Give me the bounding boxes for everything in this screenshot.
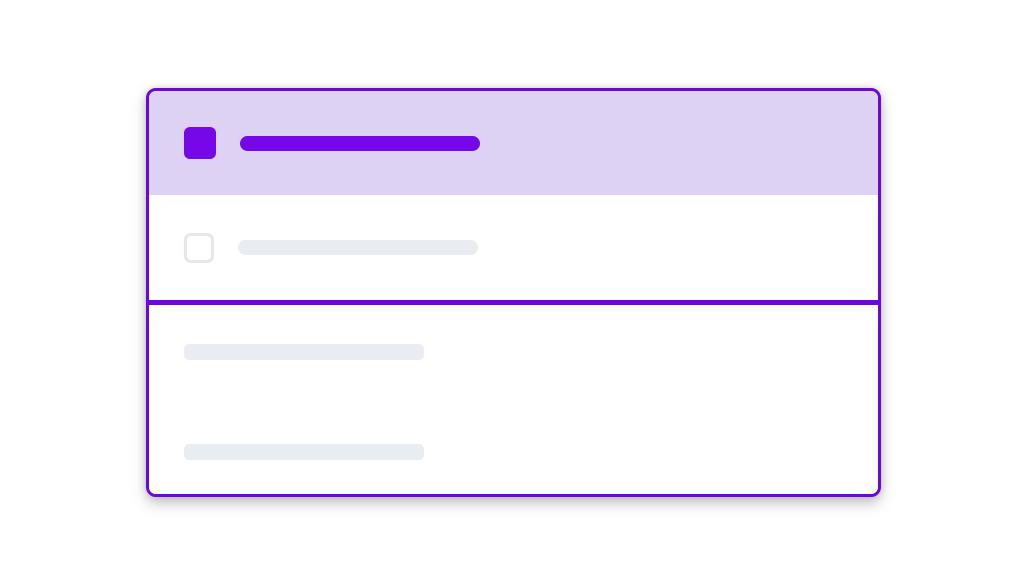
text-line-placeholder-2 <box>184 444 424 460</box>
checkbox-checked-icon[interactable] <box>184 127 216 159</box>
skeleton-form-card <box>146 88 881 497</box>
unselected-option-label-placeholder <box>238 240 478 255</box>
checkbox-unchecked-icon[interactable] <box>184 232 214 263</box>
selected-option-label-placeholder <box>240 135 480 151</box>
text-line-placeholder-1 <box>184 344 424 360</box>
section-divider <box>149 300 878 305</box>
option-row-unselected[interactable] <box>149 195 878 300</box>
option-row-selected[interactable] <box>149 91 878 195</box>
details-section <box>149 305 878 494</box>
